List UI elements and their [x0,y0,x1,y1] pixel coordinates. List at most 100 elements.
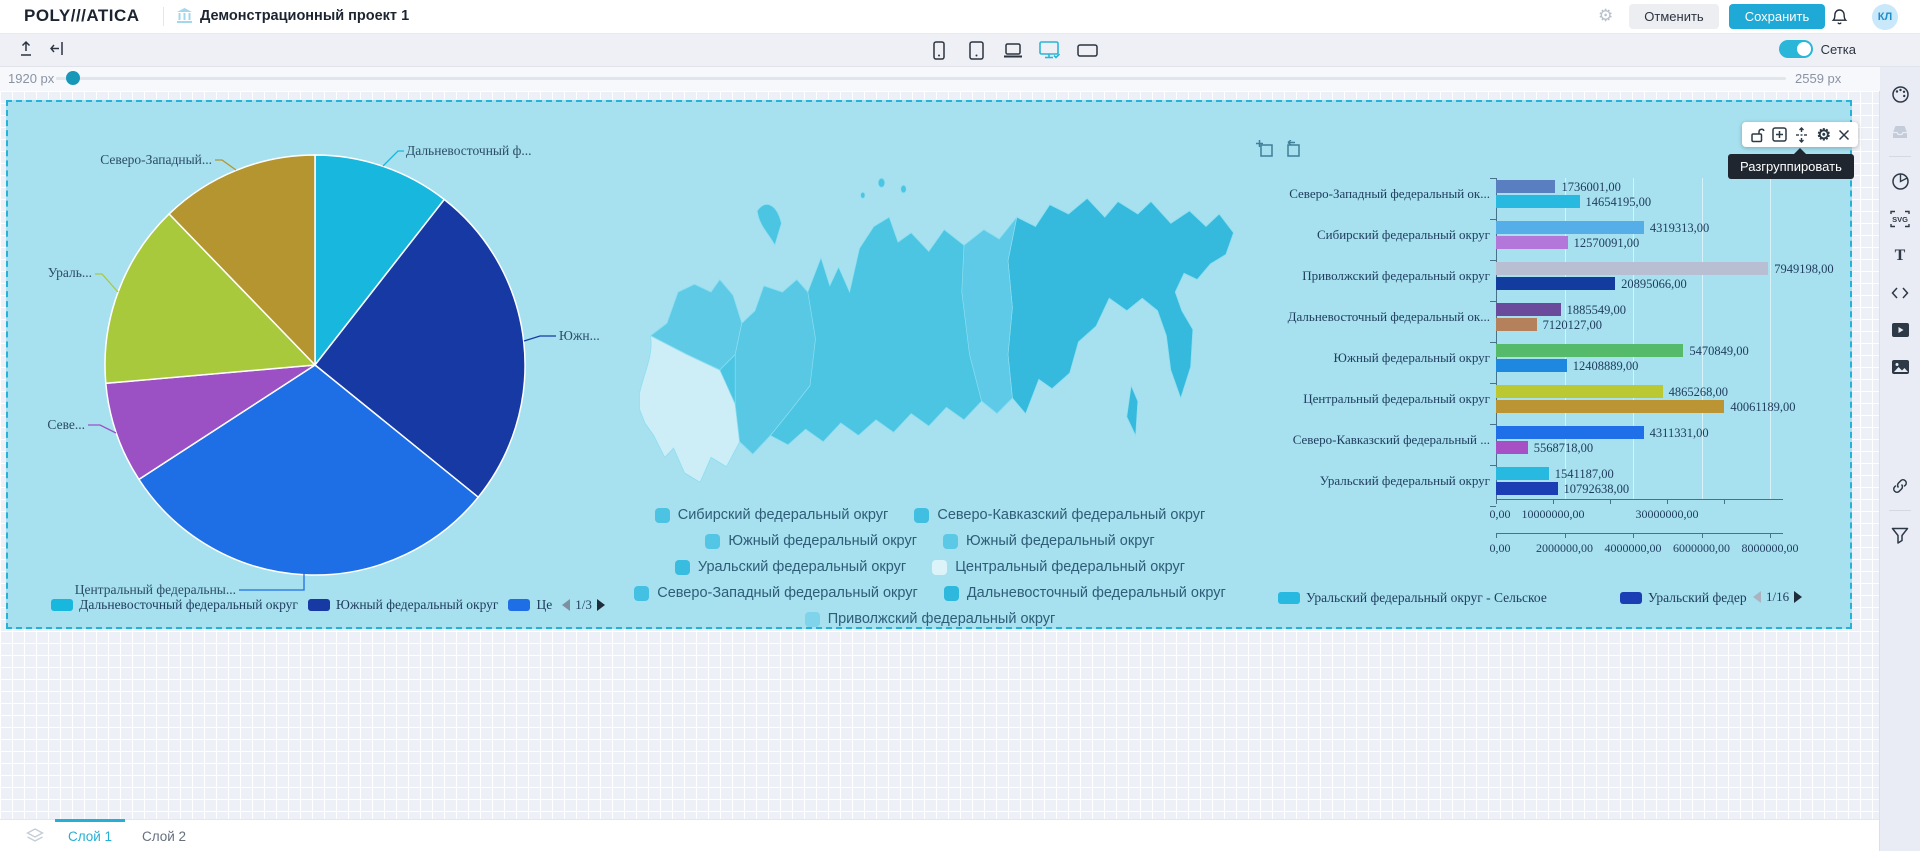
bar[interactable] [1496,344,1683,357]
value-axis-1-line [1496,499,1783,500]
tablet-icon[interactable] [965,40,987,60]
width-slider-knob[interactable] [66,71,80,85]
code-icon[interactable] [1880,274,1920,311]
filter-icon[interactable] [1880,517,1920,554]
map-legend-item[interactable]: Сибирский федеральный округ [654,507,889,523]
tab-layer-1[interactable]: Слой 1 [67,828,113,844]
dashboard-canvas[interactable]: Дальневосточный ф... Северо-Западный... Ур… [0,91,1880,819]
pie-slice[interactable] [313,198,526,499]
bar[interactable] [1496,303,1561,316]
legend-prev-icon[interactable] [1753,591,1761,603]
category-axis-tick [1490,465,1496,466]
selected-widget-group[interactable]: Дальневосточный ф... Северо-Западный... Ур… [6,100,1858,631]
axis-tick [1496,533,1497,538]
legend-next-icon[interactable] [596,599,605,611]
bar[interactable] [1496,318,1537,331]
settings-gear-icon[interactable]: ⚙ [1598,6,1614,25]
bar-value-label: 4865268,00 [1668,385,1728,399]
widget-controls: ⚙ [1742,122,1858,147]
pie-chart[interactable]: Дальневосточный ф... Северо-Западный... Ур… [8,102,638,602]
pie-label-line [95,273,119,293]
map-legend-item[interactable]: Приволжский федеральный округ [804,611,1055,627]
pie-slice[interactable] [314,154,446,368]
legend-swatch [932,559,948,575]
legend-label: Дальневосточный федеральный округ [966,585,1226,601]
bar[interactable] [1496,180,1555,193]
image-icon[interactable] [1880,348,1920,385]
bar[interactable] [1496,359,1567,372]
bar[interactable] [1496,236,1568,249]
upload-icon[interactable] [18,40,34,62]
phone-icon[interactable] [928,40,950,60]
map-legend-item[interactable]: Северо-Западный федеральный округ [634,585,918,601]
map-region-yakutia[interactable] [961,215,1018,415]
pie-legend-item[interactable]: Дальневосточный федеральный округ [51,597,298,613]
russia-map[interactable] [626,130,1242,510]
video-icon[interactable] [1880,311,1920,348]
sidebar-divider [1889,156,1911,157]
text-icon[interactable]: T [1894,246,1906,264]
bar-value-label: 14654195,00 [1585,195,1652,209]
tray-icon[interactable] [1880,113,1920,150]
save-button[interactable]: Сохранить [1729,4,1825,29]
category-axis-tick [1490,301,1496,302]
legend-next-icon[interactable] [1794,591,1803,603]
palette-icon[interactable] [1880,76,1920,113]
map-legend-item[interactable]: Уральский федеральный округ [674,559,906,575]
monitor-icon[interactable] [1039,40,1061,60]
ungroup-icon[interactable] [1794,126,1809,143]
cancel-button[interactable]: Отменить [1629,4,1719,29]
close-icon[interactable] [1838,129,1850,141]
map-region-northwest[interactable] [649,278,743,371]
bar[interactable] [1496,277,1615,290]
link-icon[interactable] [1880,467,1920,504]
axis-tick [1610,499,1611,504]
zoom-select-icon[interactable] [1256,140,1274,163]
bar[interactable] [1496,426,1644,439]
zoom-restore-icon[interactable] [1284,139,1302,163]
axis-tick-label: 30000000,00 [1635,507,1699,521]
pie-slice[interactable] [104,364,316,481]
bar[interactable] [1496,441,1528,454]
bar[interactable] [1496,482,1558,495]
map-legend-item[interactable]: Северо-Кавказский федеральный округ [914,507,1205,523]
bar[interactable] [1496,385,1663,398]
map-region-volga-ural[interactable] [734,278,816,455]
layers-icon[interactable] [26,828,44,849]
width-slider-track[interactable] [56,77,1786,80]
add-icon[interactable] [1772,127,1787,142]
category-axis-tick [1490,383,1496,384]
svg-icon[interactable]: SVG [1880,200,1920,237]
bar[interactable] [1496,195,1580,208]
map-legend-item[interactable]: Южный федеральный округ [705,533,917,549]
bar[interactable] [1496,262,1768,275]
bar[interactable] [1496,400,1724,413]
bar[interactable] [1496,467,1549,480]
pie-chart-icon[interactable] [1880,163,1920,200]
pie-slice-label: Севе... [47,417,85,432]
tv-icon[interactable] [1076,40,1098,60]
bar-legend-item[interactable]: Уральский федеральный округ - Сельское [1278,590,1547,606]
pie-slice[interactable] [168,154,316,367]
map-legend-item[interactable]: Южный федеральный округ [943,533,1155,549]
gear-icon[interactable]: ⚙ [1816,126,1831,144]
bar[interactable] [1496,221,1644,234]
laptop-icon[interactable] [1002,40,1024,60]
map-region-fareast[interactable] [1007,197,1234,415]
tab-layer-2[interactable]: Слой 2 [141,828,187,844]
grid-toggle[interactable] [1778,40,1813,58]
notifications-bell-icon[interactable] [1831,8,1848,31]
legend-prev-icon[interactable] [562,599,571,611]
unlock-icon[interactable] [1750,127,1765,143]
map-legend-item[interactable]: Центральный федеральный округ [932,559,1185,575]
pie-legend-item[interactable]: Южный федеральный округ [307,597,498,613]
bar-chart[interactable]: Северо-Западный федеральный ок... 1736001… [8,102,1854,631]
avatar[interactable]: КЛ [1872,4,1898,30]
legend-label: Сибирский федеральный округ [677,507,889,523]
toolbar: Сетка [0,33,1920,67]
bar-legend-item[interactable]: Уральский федер [1620,590,1747,606]
map-legend-item[interactable]: Дальневосточный федеральный округ [943,585,1226,601]
category-axis-tick [1490,342,1496,343]
collapse-left-icon[interactable] [50,40,66,62]
pie-legend-item[interactable]: Це [508,597,552,613]
